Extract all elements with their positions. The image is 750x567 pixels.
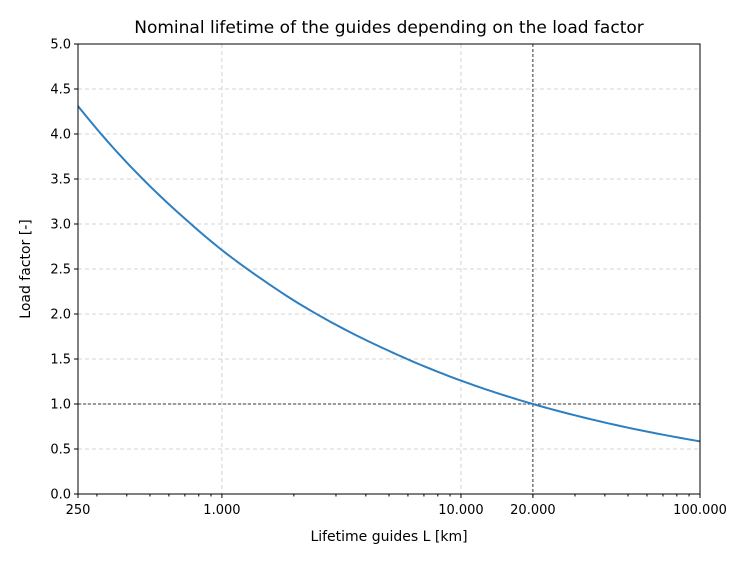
y-tick-label: 4.5: [50, 83, 71, 98]
x-tick-label: 20.000: [510, 503, 556, 518]
y-tick-label: 2.0: [50, 308, 71, 323]
y-tick-label: 0.0: [50, 488, 71, 503]
x-tick-label: 1.000: [203, 503, 240, 518]
x-axis-ticks: 250 1.000 10.000 20.000 100.000: [66, 494, 727, 518]
x-tick-label: 100.000: [673, 503, 727, 518]
y-tick-label: 1.0: [50, 398, 71, 413]
reference-lines: [78, 44, 700, 494]
y-tick-label: 2.5: [50, 263, 71, 278]
y-axis-label: Load factor [-]: [18, 219, 34, 318]
series-line: [77, 105, 701, 443]
x-tick-label: 10.000: [438, 503, 484, 518]
y-axis-ticks: 0.0 0.5 1.0 1.5 2.0 2.5 3.0 3.5 4.0 4.5 5.0: [50, 38, 78, 503]
y-tick-label: 3.5: [50, 173, 71, 188]
y-tick-label: 1.5: [50, 353, 71, 368]
series: [77, 105, 701, 443]
y-tick-label: 3.0: [50, 218, 71, 233]
y-tick-label: 4.0: [50, 128, 71, 143]
y-tick-label: 0.5: [50, 443, 71, 458]
y-tick-label: 5.0: [50, 38, 71, 53]
x-axis-label: Lifetime guides L [km]: [310, 529, 467, 545]
grid: [78, 44, 700, 494]
x-tick-label: 250: [66, 503, 91, 518]
chart-title: Nominal lifetime of the guides depending…: [134, 18, 644, 38]
